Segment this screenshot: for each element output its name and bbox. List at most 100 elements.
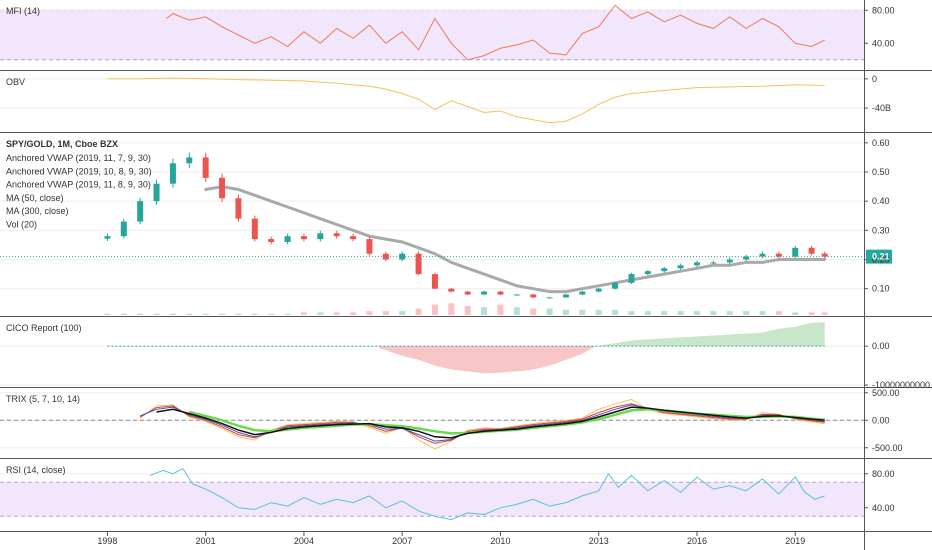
candle-body[interactable] (821, 253, 828, 257)
x-tick-label: 1998 (97, 536, 117, 546)
volume-bar (743, 311, 750, 315)
obv-indicator-label: OBV (6, 77, 25, 87)
volume-bar (399, 311, 406, 315)
x-tick-label: 2007 (392, 536, 412, 546)
candle-body[interactable] (104, 236, 111, 239)
candle-body[interactable] (219, 177, 226, 199)
rsi-line[interactable] (149, 467, 825, 521)
mfi-line[interactable] (166, 4, 825, 61)
trix-series-line[interactable] (156, 406, 825, 439)
mfi-tick-label: 40.00 (872, 38, 895, 48)
candle-body[interactable] (644, 271, 651, 275)
candle-body[interactable] (497, 291, 504, 295)
volume-bar (595, 309, 602, 315)
candle-body[interactable] (792, 247, 799, 257)
trix-series-line[interactable] (140, 404, 825, 442)
volume-bar (350, 312, 357, 315)
candle-body[interactable] (546, 297, 553, 299)
volume-bar (513, 307, 520, 315)
volume-bar (612, 309, 619, 315)
volume-bar (821, 312, 828, 315)
cico-indicator-label: CICO Report (100) (6, 323, 82, 333)
candle-body[interactable] (333, 233, 340, 237)
candle-body[interactable] (235, 198, 242, 219)
volume-bar (562, 309, 569, 315)
candle-body[interactable] (448, 288, 455, 292)
volume-bar (775, 311, 782, 315)
candle-body[interactable] (808, 247, 815, 254)
candle-body[interactable] (268, 239, 275, 242)
candle-body[interactable] (693, 262, 700, 266)
volume-bar (382, 311, 389, 315)
volume-bar (219, 313, 226, 315)
cico-tick-label: 0.00 (872, 341, 890, 351)
candle-body[interactable] (464, 291, 471, 295)
price-title: SPY/GOLD, 1M, Cboe BZX (6, 139, 118, 149)
candle-body[interactable] (366, 239, 373, 254)
candle-body[interactable] (726, 259, 733, 263)
ma300-line[interactable] (204, 185, 827, 294)
price-legend-item: Anchored VWAP (2019, 11, 7, 9, 30) (6, 153, 151, 163)
cico-positive-area[interactable] (379, 322, 825, 347)
volume-bar (792, 312, 799, 315)
x-tick-label: 2010 (490, 536, 510, 546)
volume-bar (137, 313, 144, 315)
candle-body[interactable] (137, 201, 144, 222)
trix-tick-label: -500.00 (872, 443, 903, 453)
volume-bar (546, 308, 553, 315)
candle-body[interactable] (628, 274, 635, 283)
candle-body[interactable] (661, 268, 668, 272)
candle-body[interactable] (710, 262, 717, 264)
candle-body[interactable] (251, 218, 258, 240)
candle-body[interactable] (120, 221, 127, 237)
candle-body[interactable] (300, 236, 307, 240)
candle-body[interactable] (169, 163, 176, 184)
candle-body[interactable] (775, 253, 782, 257)
price-tick-label: 0.10 (872, 284, 890, 294)
plot-layer[interactable] (0, 4, 892, 521)
trix-series-line[interactable] (139, 403, 825, 444)
obv-line[interactable] (107, 77, 825, 124)
candle-body[interactable] (284, 236, 291, 242)
candle-body[interactable] (612, 282, 619, 289)
volume-bar (661, 311, 668, 315)
volume-bar (808, 312, 815, 315)
candle-body[interactable] (677, 265, 684, 269)
candle-body[interactable] (186, 157, 193, 164)
candle-body[interactable] (153, 183, 160, 202)
price-legend-item: Vol (20) (6, 220, 37, 230)
candle-body[interactable] (562, 294, 569, 298)
rsi-tick-label: 40.00 (872, 503, 895, 513)
candle-body[interactable] (350, 236, 357, 240)
volume-bar (284, 313, 291, 315)
volume-bar (644, 311, 651, 315)
candle-body[interactable] (481, 291, 488, 295)
obv-tick-label: 0 (872, 74, 877, 84)
candle-body[interactable] (513, 294, 520, 296)
volume-bar (448, 303, 455, 315)
candle-body[interactable] (595, 288, 602, 292)
mfi-band (0, 10, 864, 60)
candle-body[interactable] (382, 253, 389, 260)
candle-body[interactable] (317, 233, 324, 240)
candle-body[interactable] (759, 253, 766, 257)
volume-bar (415, 308, 422, 315)
trix-indicator-label: TRIX (5, 7, 10, 14) (6, 394, 80, 404)
candle-body[interactable] (202, 157, 209, 178)
candle-body[interactable] (530, 294, 537, 298)
trix-series-line[interactable] (139, 398, 825, 450)
volume-bar (235, 313, 242, 315)
volume-bar (169, 313, 176, 315)
candle-body[interactable] (743, 256, 750, 260)
last-price-tag[interactable] (866, 249, 892, 264)
candle-body[interactable] (579, 291, 586, 295)
cico-tick-label: -10000000000.00 (872, 380, 932, 390)
candle-body[interactable] (415, 253, 422, 275)
candle-body[interactable] (431, 274, 438, 289)
x-tick-label: 2016 (687, 536, 707, 546)
cico-negative-area[interactable] (379, 346, 825, 374)
price-legend-item: Anchored VWAP (2019, 11, 8, 9, 30) (6, 180, 151, 190)
